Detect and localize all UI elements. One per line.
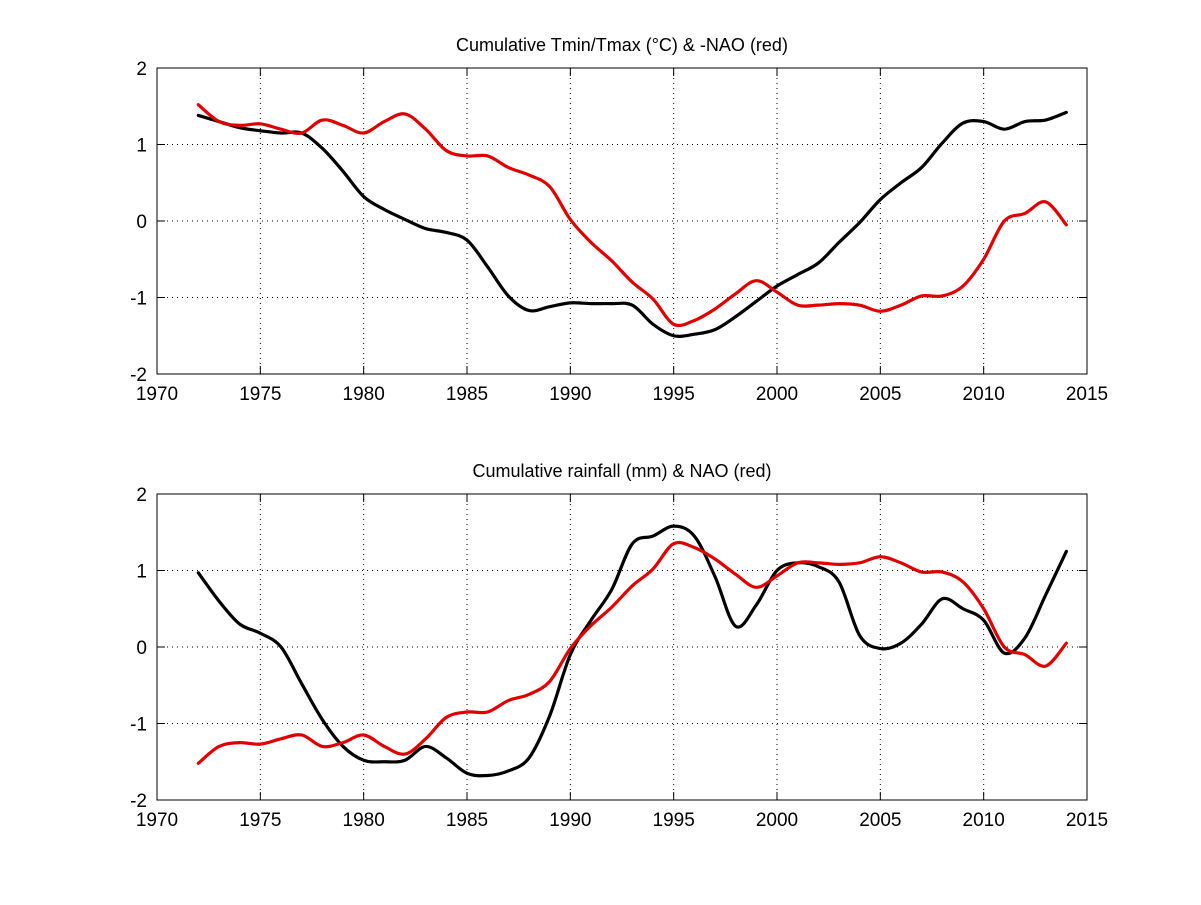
x-tick-label: 1985 [446,810,488,831]
y-tick-label: -2 [130,791,147,812]
x-tick-label: 1980 [343,384,385,405]
y-tick-label: 2 [136,485,147,506]
series-line-red [196,540,1068,765]
x-tick-label: 2005 [859,810,901,831]
x-tick-label: 1995 [653,384,695,405]
series-line-black [196,524,1068,778]
y-tick-label: 2 [136,59,147,80]
chart-bottom: 1970 1975 1980 1985 1990 1995 2000 2005 2010 2015… [130,461,1108,831]
x-tick-label: 1990 [549,810,591,831]
y-tick-label: 0 [136,638,147,659]
x-tick-label: 1970 [136,384,178,405]
y-tick-label: -1 [130,715,147,736]
y-tick-label: -2 [130,365,147,386]
x-tick-label: 2015 [1066,384,1108,405]
x-tick-label: 1985 [446,384,488,405]
x-tick-label: 1980 [343,810,385,831]
y-tick-label: 1 [136,136,147,157]
x-tick-label: 1975 [239,810,281,831]
x-tick-label: 1970 [136,810,178,831]
x-tick-label: 2010 [963,384,1005,405]
x-tick-label: 2010 [963,810,1005,831]
chart-top: 1970 1975 1980 1985 1990 1995 2000 2005 2010 2015… [130,35,1108,405]
y-tick-label: -1 [130,289,147,310]
chart-title: Cumulative rainfall (mm) & NAO (red) [472,461,771,481]
y-tick-label: 1 [136,562,147,583]
series-line-red [196,103,1068,328]
x-tick-label: 1975 [239,384,281,405]
x-tick-label: 1995 [653,810,695,831]
y-tick-label: 0 [136,212,147,233]
chart-title: Cumulative Tmin/Tmax (°C) & -NAO (red) [456,35,788,55]
x-tick-label: 2005 [859,384,901,405]
series-line-black [196,110,1068,338]
x-tick-label: 2000 [756,384,798,405]
x-tick-label: 2000 [756,810,798,831]
x-tick-label: 1990 [549,384,591,405]
x-tick-label: 2015 [1066,810,1108,831]
